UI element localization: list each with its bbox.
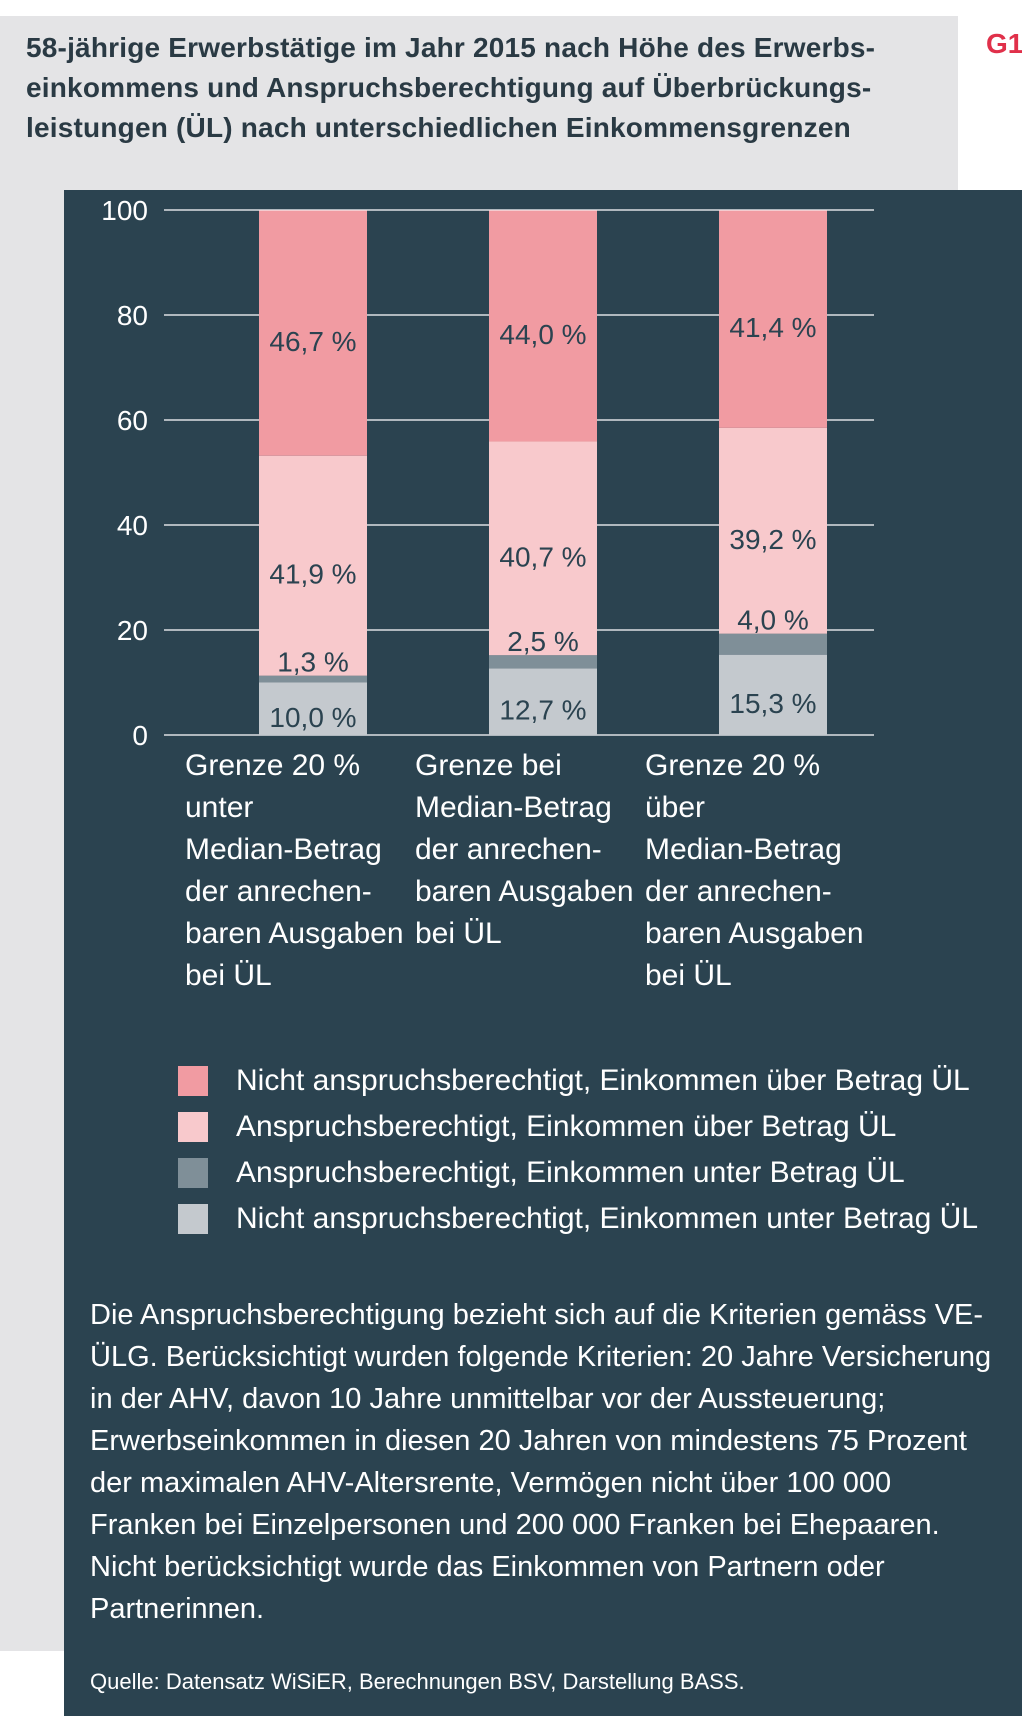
- chart-note: Die Anspruchsberechtigung bezieht sich a…: [90, 1299, 992, 1625]
- legend-item: Anspruchsberechtigt, Einkommen unter Bet…: [178, 1150, 1008, 1196]
- legend-swatch: [178, 1158, 208, 1188]
- y-tick-label: 60: [117, 405, 148, 436]
- y-tick-label: 100: [101, 195, 148, 226]
- y-tick-label: 40: [117, 510, 148, 541]
- bar-segment: [259, 682, 367, 735]
- bar-value-label: 1,3 %: [277, 647, 349, 678]
- legend-label: Nicht anspruchsberechtigt, Einkommen übe…: [236, 1064, 970, 1097]
- source-note: Quelle: Datensatz WiSiER, Berechnungen B…: [90, 1669, 745, 1694]
- bar-value-label: 10,0 %: [269, 702, 356, 733]
- bar-segment: [489, 668, 597, 735]
- bar-segment: [719, 633, 827, 655]
- legend-swatch: [178, 1066, 208, 1096]
- bar-value-label: 41,4 %: [729, 312, 816, 343]
- bar-value-label: 4,0 %: [737, 605, 809, 636]
- x-category-label: Grenze 20 % unter Median-Betrag der anre…: [185, 749, 404, 992]
- bar-value-label: 44,0 %: [499, 319, 586, 350]
- bar-value-label: 46,7 %: [269, 326, 356, 357]
- bar-value-label: 39,2 %: [729, 524, 816, 555]
- legend-item: Anspruchsberechtigt, Einkommen über Betr…: [178, 1104, 1008, 1150]
- bar-value-label: 40,7 %: [499, 541, 586, 572]
- figure-title: 58-jährige Erwerbstätige im Jahr 2015 na…: [26, 32, 876, 143]
- stacked-bar-chart: 0 20 40 60 80 100 10,0 % 1,3 % 41,9 % 46,7 % 12,7…: [101, 195, 874, 751]
- legend-label: Anspruchsberechtigt, Einkommen über Betr…: [236, 1110, 897, 1143]
- legend-swatch: [178, 1204, 208, 1234]
- chart-legend: Nicht anspruchsberechtigt, Einkommen übe…: [178, 1058, 1008, 1242]
- bar-segment: [719, 427, 827, 634]
- y-tick-label: 20: [117, 615, 148, 646]
- bar-segment: [719, 654, 827, 735]
- legend-item: Nicht anspruchsberechtigt, Einkommen übe…: [178, 1058, 1008, 1104]
- bar-segment: [489, 210, 597, 442]
- bar-segment: [259, 675, 367, 683]
- bar-value-label: 41,9 %: [269, 559, 356, 590]
- legend-label: Anspruchsberechtigt, Einkommen unter Bet…: [236, 1156, 905, 1189]
- x-category-label: Grenze 20 % über Median-Betrag der anrec…: [645, 749, 864, 992]
- x-category-label: Grenze bei Median-Betrag der anrechen- b…: [415, 749, 634, 950]
- legend-item: Nicht anspruchsberechtigt, Einkommen unt…: [178, 1196, 1008, 1242]
- bar-segment: [489, 441, 597, 656]
- bar-segment: [719, 210, 827, 428]
- bar-segment: [259, 455, 367, 676]
- bar-segment: [259, 210, 367, 456]
- y-tick-label: 80: [117, 300, 148, 331]
- bar-value-label: 12,7 %: [499, 695, 586, 726]
- y-tick-label: 0: [132, 720, 148, 751]
- figure-number: G1: [986, 28, 1022, 59]
- legend-swatch: [178, 1112, 208, 1142]
- legend-label: Nicht anspruchsberechtigt, Einkommen unt…: [236, 1202, 979, 1235]
- bar-value-label: 2,5 %: [507, 626, 579, 657]
- bar-value-label: 15,3 %: [729, 688, 816, 719]
- bar-segment: [489, 655, 597, 669]
